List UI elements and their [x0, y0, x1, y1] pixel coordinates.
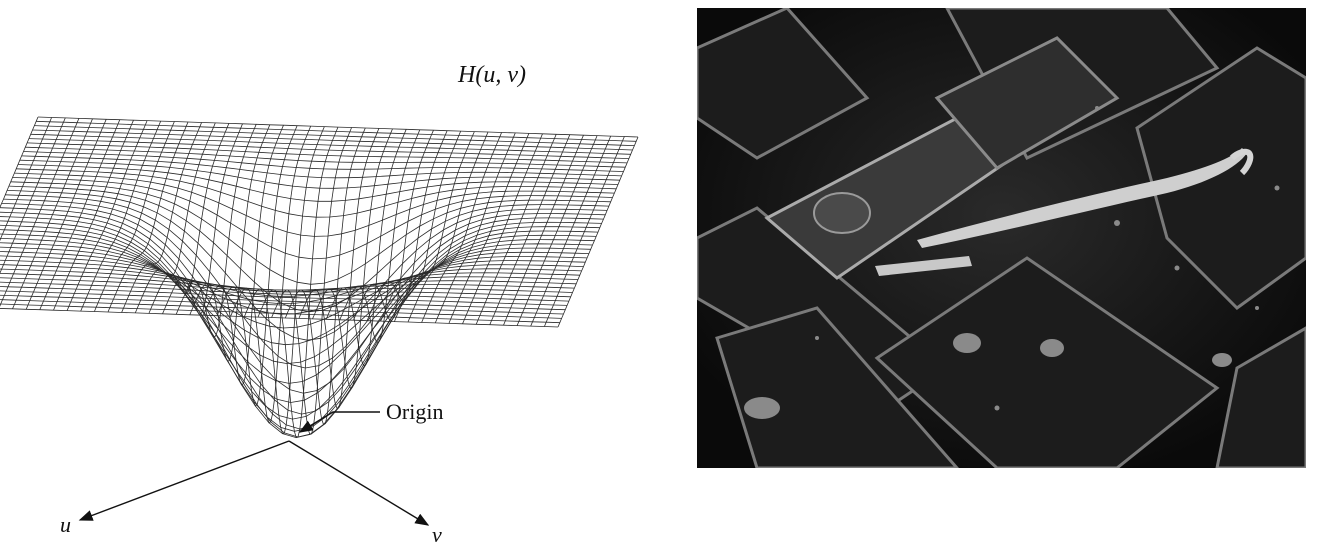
mesh-line	[366, 130, 448, 321]
mesh-line	[1, 203, 602, 415]
mesh-line	[516, 135, 598, 326]
mesh-line	[17, 164, 619, 202]
mesh-line	[462, 133, 543, 324]
mesh-line	[503, 135, 584, 326]
mesh-line	[0, 211, 599, 438]
mesh-line	[407, 131, 489, 323]
mesh-line	[25, 146, 626, 168]
v-axis-label: v	[432, 522, 442, 547]
mesh-line	[10, 181, 611, 285]
mesh-line	[448, 133, 530, 324]
mesh-line	[30, 133, 631, 155]
mesh-line	[380, 130, 462, 322]
mesh-line	[3, 198, 604, 394]
function-label: H(u, v)	[458, 62, 526, 88]
mesh-line	[36, 120, 637, 142]
mesh-line	[530, 135, 612, 327]
surface-plot-panel: H(u, v) Origin u v	[0, 0, 640, 549]
mesh-line	[312, 128, 393, 390]
mesh-line	[16, 168, 617, 218]
mesh-line	[12, 177, 613, 260]
mesh-line	[23, 151, 624, 172]
mesh-line	[544, 136, 625, 327]
wireframe-surface	[0, 116, 639, 439]
mesh-line	[7, 190, 608, 341]
mesh-line	[5, 194, 606, 369]
mesh-line	[271, 127, 352, 436]
mesh-line	[353, 130, 434, 321]
mesh-line	[19, 159, 620, 189]
origin-pointer	[298, 411, 380, 433]
mesh-line	[27, 142, 628, 164]
mesh-line	[284, 127, 366, 426]
u-axis-arrow	[78, 440, 290, 521]
mesh-line	[14, 172, 615, 237]
mesh-line	[339, 129, 421, 344]
mesh-line	[0, 116, 39, 209]
mesh-line	[8, 185, 609, 313]
sem-micrograph-icon	[697, 8, 1306, 468]
mesh-line	[298, 128, 380, 410]
origin-label: Origin	[386, 399, 444, 424]
sem-micrograph-image	[697, 8, 1306, 468]
mesh-line	[421, 132, 502, 323]
mesh-line	[475, 134, 557, 325]
mesh-line	[489, 134, 571, 325]
mesh-line	[34, 125, 635, 146]
mesh-line	[37, 116, 639, 138]
u-axis-label: u	[60, 512, 71, 537]
mesh-line	[325, 129, 407, 367]
mesh-line	[434, 132, 516, 324]
mesh-line	[21, 155, 622, 179]
mesh-line	[557, 136, 639, 328]
axes-layer	[78, 411, 430, 526]
v-axis-arrow	[288, 440, 430, 526]
mesh-line	[32, 129, 633, 151]
mesh-line	[28, 138, 629, 159]
mesh-line	[394, 131, 475, 322]
